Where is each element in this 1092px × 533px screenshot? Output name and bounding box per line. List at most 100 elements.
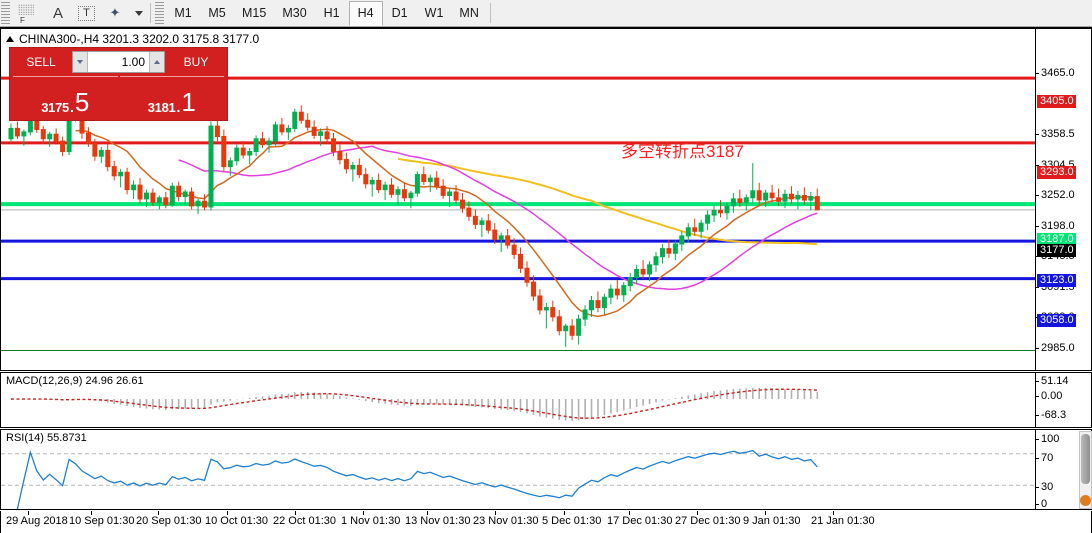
one-click-trade-panel[interactable]: SELL 1.00 BUY 3175 . [9,47,228,121]
candle-body [576,318,582,336]
candle-body [389,184,395,195]
time-axis-label: 10 Oct 01:30 [205,515,268,527]
crosshair-f-icon[interactable]: F [12,1,44,25]
candle-body [105,149,111,168]
candle-body [182,191,188,198]
timeframe-mn[interactable]: MN [459,6,479,20]
candle-body [634,268,640,278]
toolbar-divider [150,3,151,23]
timeframe-grip[interactable] [155,2,164,24]
candle-body [563,325,569,332]
candle-body [221,136,227,168]
price-level-badge[interactable]: 3177.0 [1037,244,1076,257]
volume-stepper[interactable]: 1.00 [72,51,165,73]
time-axis[interactable]: 29 Aug 2018 10 Sep 01:30 20 Sep 01:30 10 Oc… [0,511,1092,533]
timeframe-m1[interactable]: M1 [174,6,192,20]
candle-body [144,192,149,200]
candle-body [414,174,420,194]
time-axis-label: 21 Jan 01:30 [811,515,875,527]
time-axis-label: 23 Nov 01:30 [473,515,539,527]
timeframe-m30[interactable]: M30 [282,6,307,20]
sell-button[interactable]: SELL [13,51,69,73]
price-level-badge[interactable]: 3123.0 [1037,274,1076,287]
candle-body [279,124,285,133]
macd-plot[interactable] [1,373,1035,427]
candle-body [524,267,530,283]
price-tick-label: 3091.5 [1041,281,1075,293]
axis-tick-mark [1036,415,1039,416]
timeframe-h1[interactable]: H1 [323,6,340,20]
candle-body [189,191,195,207]
candle-body [789,193,794,200]
price-axis[interactable]: 3465.03358.53304.53252.03198.03145.53091… [1035,29,1091,370]
toolbar-grip[interactable] [1,2,10,24]
price-pane[interactable]: CHINA300-,H4 3201.3 3202.0 3175.8 3177.0… [0,28,1092,371]
candle-body [724,205,730,214]
candle-body [53,133,59,142]
macd-tick-label: 51.14 [1041,375,1069,387]
candle-body [492,229,498,240]
candle-body [447,191,453,196]
axis-tick-mark [1036,487,1039,488]
vertical-scrollbar[interactable] [1079,431,1092,509]
rsi-tick-label: 70 [1041,452,1054,464]
candle-body [621,285,627,296]
timeframe-m5[interactable]: M5 [208,6,226,20]
rsi-plot[interactable] [1,430,1035,509]
price-level-badge[interactable]: 3405.0 [1037,95,1076,108]
candle-body [589,300,594,311]
timeframe-h4[interactable]: H4 [348,0,383,26]
expand-triangle-icon[interactable] [6,36,14,42]
buy-button[interactable]: BUY [168,51,224,73]
candle-body [679,235,685,245]
candle-body [595,300,601,309]
timeframe-w1[interactable]: W1 [424,6,444,20]
axis-tick-mark [1036,165,1039,166]
objects-icon[interactable]: ✦ [101,1,129,25]
candle-body [85,132,91,144]
price-plot[interactable] [1,29,1035,370]
candle-body [466,207,472,217]
chart-area: CHINA300-,H4 3201.3 3202.0 3175.8 3177.0… [0,27,1092,533]
chart-annotation-text: 多空转折点3187 [621,142,744,161]
candle-body [718,210,723,214]
candle-body [292,111,298,129]
sell-price-cell[interactable]: 3175 . 5 [13,76,118,117]
scrollbar-thumb[interactable] [1081,434,1090,484]
price-level-badge[interactable]: 3058.0 [1037,314,1076,327]
candle-body [518,253,523,269]
text-box-icon[interactable]: T [72,1,101,25]
time-tick-mark [91,511,92,515]
candle-body [47,133,53,140]
axis-tick-mark [1036,226,1039,227]
candle-body [21,131,27,137]
scrollbar-handle-dot[interactable] [1080,495,1091,506]
candle-body [711,210,717,216]
candle-body [776,197,782,202]
volume-decrement-button[interactable] [73,52,88,72]
candle-body [331,138,336,153]
symbol-header: CHINA300-,H4 3201.3 3202.0 3175.8 3177.0 [6,32,259,46]
candle-body [756,190,762,201]
buy-price-cell[interactable]: 3181 . 1 [119,76,224,117]
volume-increment-button[interactable] [149,52,164,72]
time-tick-mark [227,511,228,515]
macd-axis[interactable]: 51.14 0.00 -68.3 [1035,373,1091,427]
candle-body [156,197,162,203]
macd-pane[interactable]: MACD(12,26,9) 24.96 26.61 51.14 0.00 -68.3 [0,372,1092,428]
time-tick-mark [158,511,159,515]
candle-body [382,184,388,191]
candle-body [176,185,182,198]
candle-body [782,193,788,202]
volume-input[interactable]: 1.00 [121,55,145,69]
rsi-pane[interactable]: RSI(14) 55.8731 100 70 30 0 [0,429,1092,510]
timeframe-m15[interactable]: M15 [242,6,267,20]
candle-body [247,151,253,156]
timeframe-d1[interactable]: D1 [391,6,408,20]
candle-body [505,235,511,246]
price-level-badge[interactable]: 3187.0 [1037,233,1076,246]
text-label-icon[interactable]: A [44,1,72,25]
objects-dropdown-arrow[interactable] [129,1,147,25]
text-box-glyph: T [78,5,95,21]
price-level-badge[interactable]: 3293.0 [1037,166,1076,179]
